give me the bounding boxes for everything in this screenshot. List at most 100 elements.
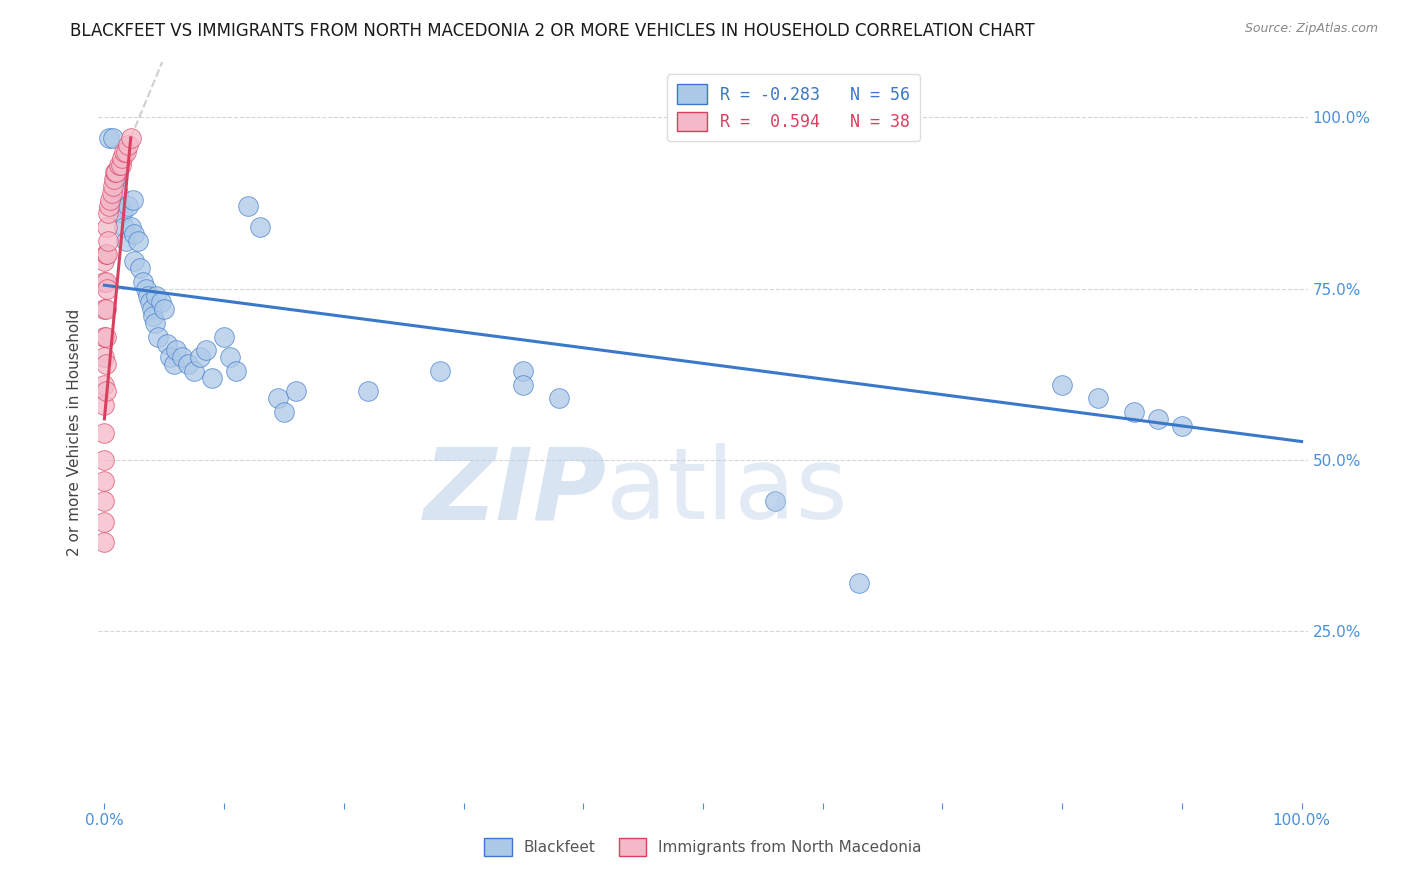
Point [112,219,135,234]
Point [93,425,115,440]
Point [107,199,129,213]
Point [93,329,115,343]
Point [110,158,132,172]
Point [143,316,166,330]
Point [93,398,115,412]
Point [94,384,117,399]
Point [136,288,159,302]
Point [93,350,115,364]
Point [165,343,187,358]
Point [183,364,205,378]
Point [548,392,571,406]
Point [120,131,142,145]
Point [111,152,134,166]
Point [104,172,127,186]
Point [139,295,162,310]
Point [96,282,118,296]
Point [115,145,138,159]
Point [1171,418,1194,433]
Point [225,364,247,378]
Point [101,178,124,193]
Point [104,165,127,179]
Point [107,186,129,200]
Point [96,219,118,234]
Point [124,227,146,241]
Point [156,336,179,351]
Point [96,247,118,261]
Point [93,377,115,392]
Point [132,275,155,289]
Point [188,350,211,364]
Point [1147,412,1170,426]
Point [93,275,115,289]
Point [94,275,117,289]
Point [512,364,534,378]
Point [112,145,135,159]
Point [98,199,121,213]
Point [141,302,163,317]
Point [97,234,120,248]
Point [129,261,152,276]
Point [149,295,172,310]
Point [212,329,235,343]
Point [153,302,176,317]
Point [142,309,165,323]
Point [429,364,451,378]
Point [105,165,128,179]
Point [145,288,167,302]
Point [93,453,115,467]
Point [94,247,117,261]
Point [267,392,290,406]
Text: BLACKFEET VS IMMIGRANTS FROM NORTH MACEDONIA 2 OR MORE VEHICLES IN HOUSEHOLD COR: BLACKFEET VS IMMIGRANTS FROM NORTH MACED… [70,22,1035,40]
Point [159,350,181,364]
Point [284,384,307,399]
Point [135,282,157,296]
Point [763,494,786,508]
Point [357,384,380,399]
Point [117,199,139,213]
Point [163,357,186,371]
Point [195,343,218,358]
Point [111,206,134,220]
Point [107,158,129,172]
Point [236,199,259,213]
Legend: Blackfeet, Immigrants from North Macedonia: Blackfeet, Immigrants from North Macedon… [478,832,928,862]
Text: atlas: atlas [606,443,848,541]
Point [93,515,115,529]
Y-axis label: 2 or more Vehicles in Household: 2 or more Vehicles in Household [67,309,83,557]
Point [848,576,870,591]
Point [100,186,122,200]
Point [93,302,115,317]
Point [94,357,117,371]
Point [115,234,138,248]
Point [1087,392,1109,406]
Point [120,219,142,234]
Point [1123,405,1146,419]
Text: Source: ZipAtlas.com: Source: ZipAtlas.com [1244,22,1378,36]
Point [101,131,124,145]
Point [148,329,170,343]
Point [177,357,200,371]
Point [93,254,115,268]
Point [94,329,117,343]
Point [94,302,117,317]
Point [98,131,121,145]
Point [93,494,115,508]
Point [122,193,145,207]
Point [219,350,242,364]
Point [124,254,146,268]
Point [93,535,115,549]
Point [512,377,534,392]
Point [127,234,149,248]
Point [100,193,122,207]
Point [1050,377,1073,392]
Point [172,350,194,364]
Text: ZIP: ZIP [423,443,606,541]
Point [201,371,224,385]
Point [117,137,139,152]
Point [97,206,120,220]
Point [93,474,115,488]
Point [249,219,271,234]
Point [103,172,125,186]
Point [273,405,295,419]
